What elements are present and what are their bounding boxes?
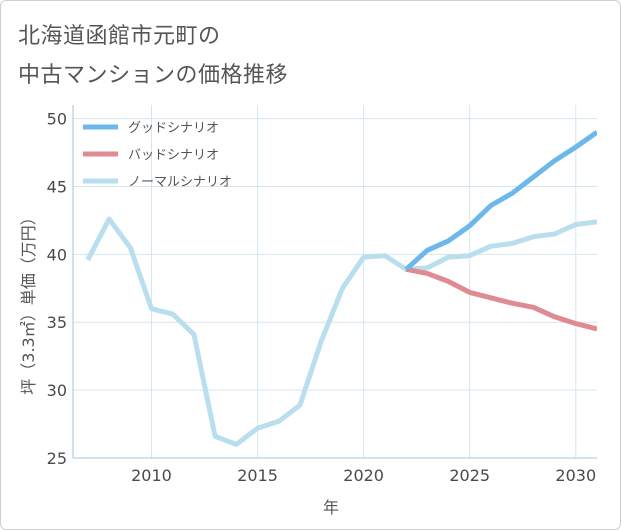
- chart-title-line-2: 中古マンションの価格推移: [18, 63, 289, 88]
- x-tick-label: 2010: [131, 466, 172, 485]
- y-tick-label: 35: [47, 313, 67, 332]
- x-tick-label: 2030: [555, 466, 596, 485]
- legend-label: グッドシナリオ: [128, 121, 219, 136]
- y-tick-label: 45: [47, 177, 67, 196]
- x-tick-label: 2015: [237, 466, 278, 485]
- y-tick-label: 50: [47, 110, 67, 129]
- series-line-normal: [85, 216, 597, 447]
- x-axis-label: 年: [323, 498, 339, 517]
- legend-label: バッドシナリオ: [128, 148, 219, 163]
- y-tick-label: 30: [47, 381, 67, 400]
- grid: [73, 105, 597, 459]
- x-tick-label: 2025: [449, 466, 490, 485]
- y-tick-label: 40: [47, 245, 67, 264]
- chart-title-line-1: 北海道函館市元町の: [18, 24, 221, 49]
- y-tick-label: 25: [47, 449, 67, 468]
- x-tick-label: 2020: [343, 466, 384, 485]
- legend-label: ノーマルシナリオ: [128, 175, 232, 190]
- y-axis-label: 坪（3.3㎡）単価（万円）: [19, 209, 38, 394]
- series-line-bad: [405, 266, 597, 332]
- axes: 2010 2015 2020 2025 2030 25 30 35 40 45 50: [47, 105, 597, 485]
- series-line-good: [404, 130, 597, 272]
- series-lines: [85, 130, 597, 447]
